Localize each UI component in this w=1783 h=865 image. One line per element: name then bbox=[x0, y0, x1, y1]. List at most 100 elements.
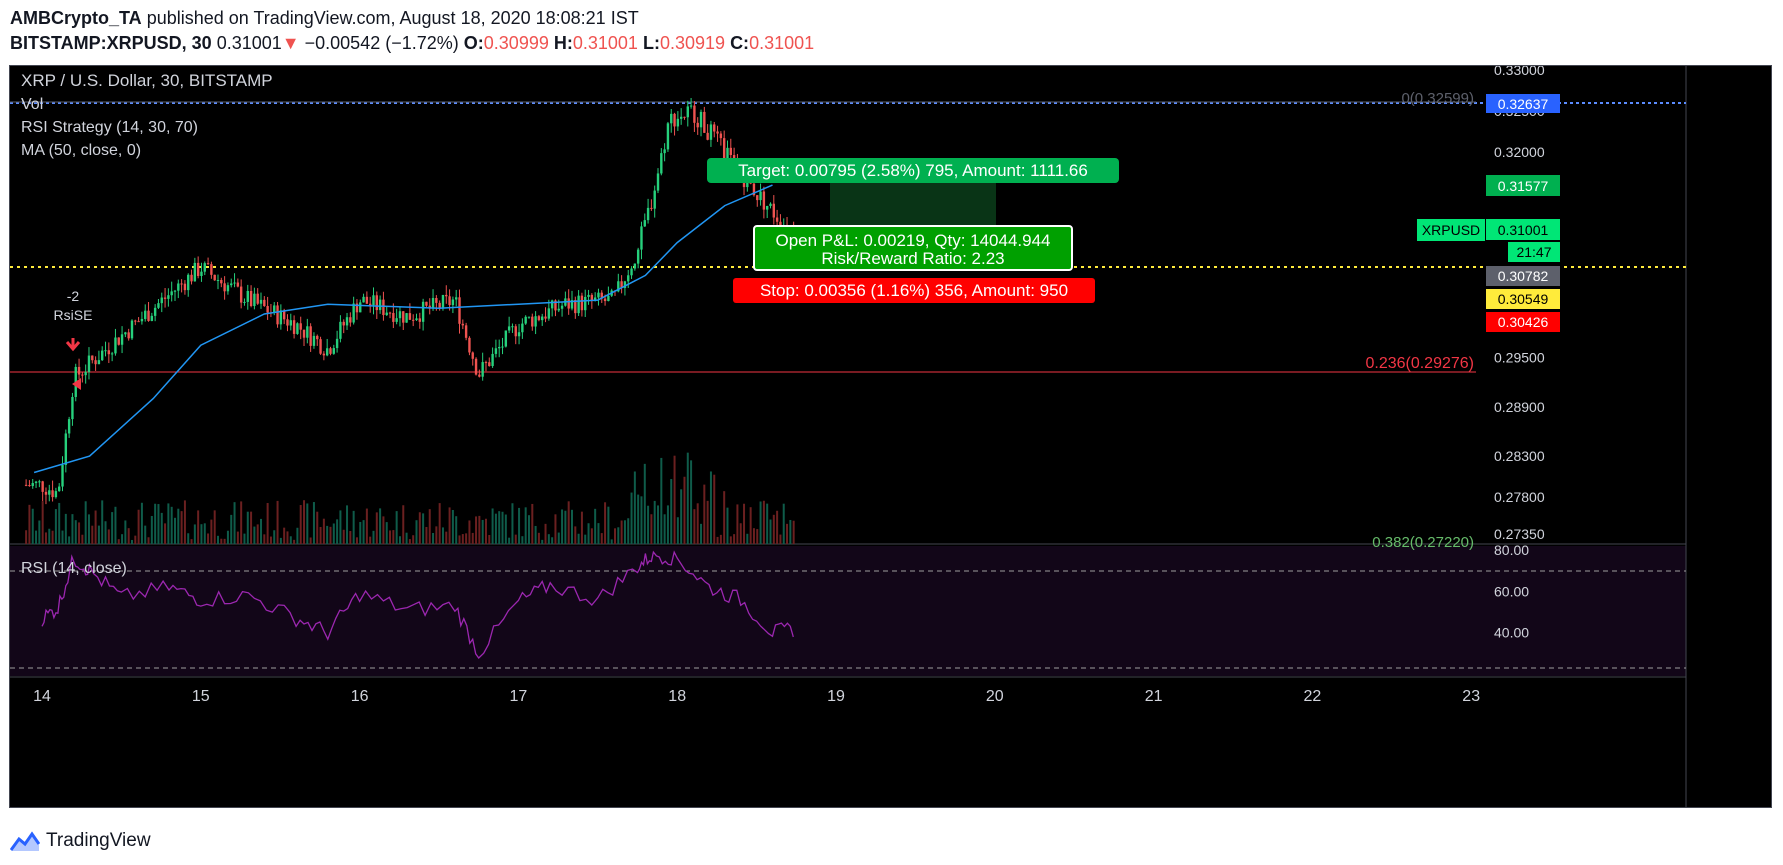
candle-body bbox=[441, 294, 445, 308]
price-tick-label: 0.28300 bbox=[1494, 448, 1545, 464]
candle-body bbox=[114, 337, 117, 354]
volume-bar bbox=[372, 530, 375, 544]
volume-bar bbox=[256, 524, 259, 544]
candle-body bbox=[716, 131, 719, 134]
candle-body bbox=[368, 303, 372, 306]
volume-bar bbox=[574, 526, 577, 544]
horizontal-levels bbox=[10, 101, 1686, 669]
volume-bar bbox=[627, 518, 630, 544]
volume-bar bbox=[504, 514, 507, 544]
candle-body bbox=[534, 316, 537, 327]
volume-bar bbox=[362, 520, 365, 544]
volume-bar bbox=[594, 508, 597, 544]
stop-marker-icon bbox=[72, 378, 81, 390]
volume-bar bbox=[726, 507, 729, 544]
candle-body bbox=[494, 348, 498, 354]
author-name[interactable]: AMBCrypto_TA bbox=[10, 8, 142, 28]
candle-body bbox=[498, 346, 501, 349]
volume-bar bbox=[693, 509, 696, 544]
candle-body bbox=[223, 283, 226, 292]
volume-bar bbox=[508, 537, 511, 544]
candle-body bbox=[580, 295, 584, 311]
volume-bar bbox=[703, 484, 706, 544]
candle-body bbox=[140, 318, 144, 322]
candle-body bbox=[325, 348, 329, 356]
volume-bar bbox=[789, 519, 792, 544]
volume-bar bbox=[521, 536, 524, 544]
candle-body bbox=[203, 263, 206, 272]
candle-body bbox=[306, 326, 309, 338]
volume-bar bbox=[312, 502, 315, 544]
volume-bar bbox=[68, 536, 71, 544]
volume-bar bbox=[650, 514, 653, 544]
brand-name[interactable]: TradingView bbox=[46, 830, 151, 851]
candle-body bbox=[94, 360, 97, 365]
candle-body bbox=[531, 316, 534, 327]
candle-body bbox=[279, 310, 283, 325]
candle-body bbox=[153, 307, 157, 316]
candle-body bbox=[206, 263, 210, 265]
open-pl-box[interactable] bbox=[753, 225, 1073, 271]
candle-body bbox=[607, 295, 610, 302]
candle-body bbox=[686, 106, 689, 118]
volume-bar bbox=[491, 508, 494, 544]
volume-bar bbox=[25, 530, 28, 544]
candle-body bbox=[636, 249, 640, 264]
volume-bar bbox=[207, 533, 210, 544]
volume-bar bbox=[160, 512, 163, 544]
candle-body bbox=[411, 319, 415, 321]
volume-bar bbox=[276, 500, 279, 544]
volume-bar bbox=[332, 523, 335, 544]
volume-bar bbox=[736, 504, 739, 544]
volume-bar bbox=[226, 530, 229, 544]
volume-bar bbox=[435, 526, 438, 544]
stop-label-box[interactable] bbox=[733, 278, 1095, 303]
signal-name: RsiSE bbox=[54, 307, 93, 323]
candle-body bbox=[104, 350, 107, 352]
candle-body bbox=[246, 290, 249, 302]
volume-bar bbox=[762, 500, 765, 544]
candle-body bbox=[193, 262, 197, 282]
footer: TradingView bbox=[10, 826, 151, 856]
low-value: 0.30919 bbox=[659, 33, 726, 53]
candle-body bbox=[349, 317, 352, 323]
volume-bar bbox=[299, 505, 302, 544]
volume-bar bbox=[124, 520, 127, 544]
volume-bar bbox=[766, 503, 769, 544]
volume-bar bbox=[233, 502, 236, 544]
badge-price: 0.31001 bbox=[1498, 222, 1549, 238]
target-label-box[interactable] bbox=[707, 158, 1119, 183]
candle-body bbox=[600, 292, 603, 299]
volume-bar bbox=[170, 506, 173, 544]
candle-body bbox=[117, 337, 120, 345]
candle-body bbox=[527, 316, 531, 318]
candle-body bbox=[584, 296, 587, 311]
candle-body bbox=[660, 153, 663, 174]
candle-body bbox=[335, 338, 339, 349]
candle-body bbox=[180, 283, 183, 285]
candle-body bbox=[355, 303, 359, 313]
volume-bar bbox=[385, 522, 388, 544]
candle-body bbox=[491, 353, 494, 367]
candle-body bbox=[481, 362, 484, 377]
volume-bar bbox=[498, 511, 501, 544]
volume-bar bbox=[527, 515, 530, 544]
volume-bar bbox=[289, 536, 292, 544]
volume-bar bbox=[564, 510, 567, 544]
candle-body bbox=[590, 294, 594, 301]
volume-bar bbox=[246, 511, 249, 544]
last-price: 0.31001 bbox=[216, 33, 282, 53]
candle-body bbox=[163, 297, 167, 299]
volume-bar bbox=[458, 535, 461, 544]
volume-bar bbox=[213, 510, 216, 544]
candle-body bbox=[173, 290, 177, 292]
fib-382-label: 0.382(0.27220) bbox=[1372, 534, 1474, 551]
stop-label: Stop: 0.00356 (1.16%) 356, Amount: 950 bbox=[760, 281, 1068, 300]
volume-bar bbox=[197, 510, 200, 544]
candle-body bbox=[461, 323, 465, 326]
candle-body bbox=[170, 291, 173, 296]
volume-bar bbox=[786, 523, 789, 544]
volume-bar bbox=[561, 509, 564, 544]
